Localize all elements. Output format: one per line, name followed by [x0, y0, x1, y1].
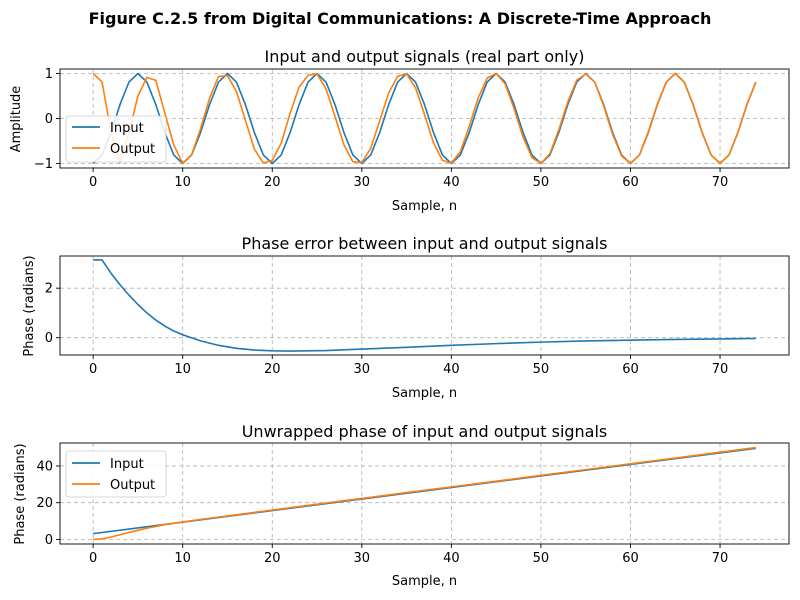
phase-error-xtick-label: 40	[443, 362, 460, 377]
unwrapped-phase-xlabel: Sample, n	[392, 574, 457, 589]
signal-plot-series	[92, 72, 757, 165]
phase-error-xtick-label: 30	[354, 362, 371, 377]
unwrapped-phase-ylabel: Phase (radians)	[13, 443, 28, 544]
unwrapped-phase-ytick-label: 40	[36, 459, 53, 474]
phase-error-frame	[59, 255, 790, 356]
signal-plot-ytick-label: −1	[34, 157, 53, 172]
signal-plot-legend: Input Output	[65, 115, 167, 163]
phase-error-xlabel: Sample, n	[392, 386, 457, 401]
legend-output-label: Output	[110, 142, 155, 157]
unwrapped-phase-xtick-label: 50	[533, 551, 550, 566]
unwrapped-phase-frame	[59, 442, 790, 545]
phase-error-ticks: 0 10 20 30 40 50 60 70 0 2	[45, 282, 729, 377]
unwrapped-phase-series	[93, 446, 756, 541]
legend-output-label: Output	[110, 478, 155, 493]
unwrapped-phase-xtick-label: 60	[622, 551, 639, 566]
unwrapped-phase-xtick-label: 20	[264, 551, 281, 566]
phase-error-xtick-label: 0	[89, 362, 97, 377]
unwrapped-phase-title: Unwrapped phase of input and output sign…	[242, 422, 608, 441]
figure-suptitle: Figure C.2.5 from Digital Communications…	[89, 9, 712, 28]
unwrapped-phase-xtick-label: 30	[354, 551, 371, 566]
phase-error-title: Phase error between input and output sig…	[242, 234, 608, 253]
signal-plot-xtick-label: 30	[354, 175, 371, 190]
signal-plot-xtick-label: 10	[174, 175, 191, 190]
unwrapped-phase-ytick-label: 0	[45, 533, 53, 548]
unwrapped-phase-panel: Unwrapped phase of input and output sign…	[13, 422, 790, 589]
unwrapped-phase-ytick-label: 20	[36, 496, 53, 511]
signal-plot-panel: Input and output signals (real part only…	[9, 47, 790, 214]
signal-plot-xtick-label: 70	[712, 175, 729, 190]
unwrapped-phase-xtick-label: 40	[443, 551, 460, 566]
signal-plot-xtick-label: 40	[443, 175, 460, 190]
phase-error-ytick-label: 2	[45, 282, 53, 297]
signal-plot-xtick-label: 20	[264, 175, 281, 190]
signal-plot-xlabel: Sample, n	[392, 199, 457, 214]
unwrapped-phase-xtick-label: 10	[174, 551, 191, 566]
unwrapped-phase-xtick-label: 0	[89, 551, 97, 566]
legend-input-label: Input	[110, 457, 144, 472]
signal-plot-ylabel: Amplitude	[9, 86, 24, 153]
signal-plot-series-output	[92, 72, 757, 165]
phase-error-ylabel: Phase (radians)	[22, 255, 37, 356]
phase-error-xtick-label: 60	[622, 362, 639, 377]
phase-error-series-phase-error	[93, 259, 756, 352]
signal-plot-ytick-label: 0	[45, 112, 53, 127]
phase-error-ytick-label: 0	[45, 331, 53, 346]
phase-error-xtick-label: 70	[712, 362, 729, 377]
phase-error-grid	[60, 256, 789, 355]
phase-error-series	[93, 259, 756, 352]
signal-plot-xtick-label: 60	[622, 175, 639, 190]
signal-plot-ticks: 0 10 20 30 40 50 60 70 −1 0 1	[34, 67, 728, 190]
phase-error-panel: Phase error between input and output sig…	[22, 234, 790, 401]
unwrapped-phase-xtick-label: 70	[712, 551, 729, 566]
phase-error-xtick-label: 20	[264, 362, 281, 377]
unwrapped-phase-legend: Input Output	[65, 450, 167, 498]
signal-plot-xtick-label: 50	[533, 175, 550, 190]
phase-error-xtick-label: 10	[174, 362, 191, 377]
signal-plot-frame	[59, 68, 790, 169]
signal-plot-ytick-label: 1	[45, 67, 53, 82]
legend-input-label: Input	[110, 121, 144, 136]
signal-plot-xtick-label: 0	[89, 175, 97, 190]
unwrapped-phase-series-output	[93, 446, 756, 541]
signal-plot-grid	[60, 69, 789, 168]
unwrapped-phase-ticks: 0 10 20 30 40 50 60 70 0 20 40	[36, 459, 728, 566]
signal-plot-title: Input and output signals (real part only…	[265, 47, 585, 66]
phase-error-xtick-label: 50	[533, 362, 550, 377]
